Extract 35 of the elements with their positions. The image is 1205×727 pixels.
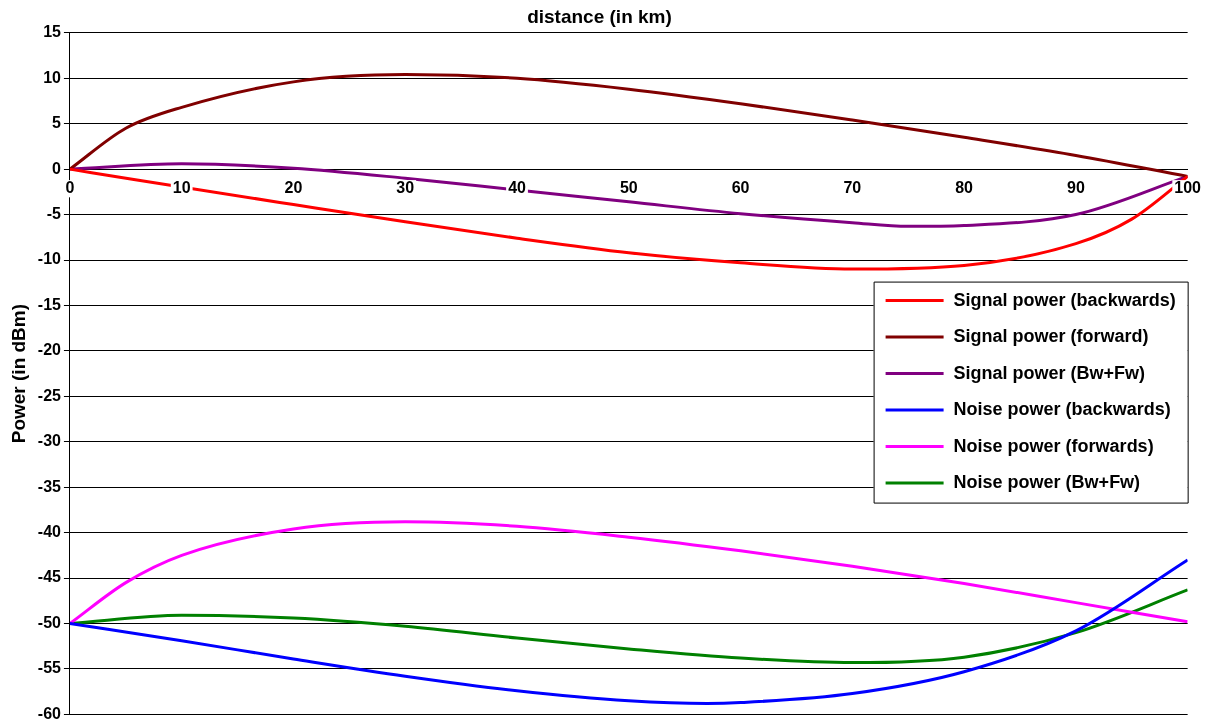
chart-title: distance (in km) <box>527 5 672 27</box>
y-tick-label: -60 <box>37 704 62 722</box>
y-tick-label: -55 <box>37 659 62 677</box>
y-tick-label: 10 <box>43 68 62 86</box>
y-tick-label: -35 <box>37 477 62 495</box>
legend-label: Signal power (forward) <box>953 326 1149 347</box>
y-tick-label: 0 <box>52 159 62 177</box>
x-tick-label: 80 <box>955 179 974 197</box>
x-tick-label: 40 <box>508 179 527 197</box>
x-tick-label: 50 <box>619 179 638 197</box>
x-tick-label: 20 <box>284 179 303 197</box>
y-tick-label: 5 <box>52 114 62 132</box>
legend-label: Signal power (Bw+Fw) <box>953 362 1146 383</box>
legend-label: Noise power (backwards) <box>953 399 1171 420</box>
x-tick-label: 90 <box>1066 179 1085 197</box>
legend-label: Signal power (backwards) <box>953 289 1176 310</box>
y-tick-label: -5 <box>46 204 62 222</box>
y-tick-label: -10 <box>37 250 62 268</box>
y-tick-label: -20 <box>37 341 62 359</box>
legend-label: Noise power (forwards) <box>953 435 1154 456</box>
y-tick-label: -25 <box>37 386 62 404</box>
x-tick-label: 70 <box>843 179 862 197</box>
legend-label: Noise power (Bw+Fw) <box>953 472 1141 493</box>
y-tick-label: -30 <box>37 432 62 450</box>
x-tick-label: 0 <box>65 179 75 197</box>
x-tick-label: 100 <box>1174 179 1202 197</box>
y-tick-label: -45 <box>37 568 62 586</box>
x-tick-label: 60 <box>731 179 750 197</box>
y-tick-label: -15 <box>37 295 62 313</box>
y-axis-title: Power (in dBm) <box>7 303 29 444</box>
x-tick-label: 30 <box>396 179 415 197</box>
y-tick-label: 15 <box>43 23 62 41</box>
y-tick-label: -50 <box>37 613 62 631</box>
y-tick-label: -40 <box>37 523 62 541</box>
x-tick-label: 10 <box>172 179 191 197</box>
